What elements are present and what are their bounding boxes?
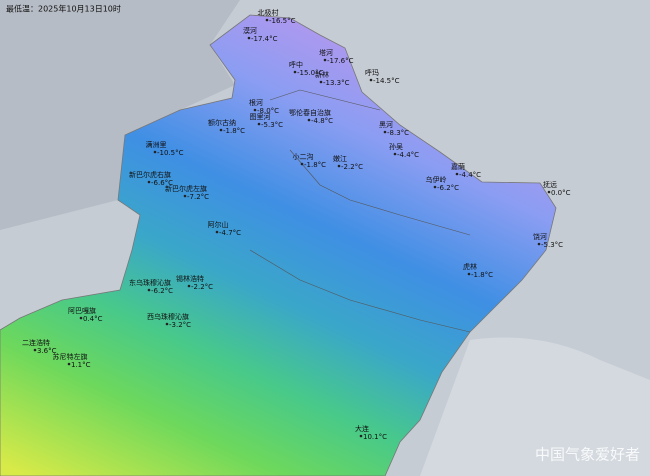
station-name: 虎林: [463, 262, 477, 271]
station-name: 阿巴嘎旗: [68, 306, 96, 315]
station-name: 新巴尔虎左旗: [165, 184, 207, 193]
station-temp: -13.3°C: [323, 79, 350, 87]
station-dot: [33, 348, 37, 352]
station-dot: [219, 128, 223, 132]
station-name: 东乌珠穆沁旗: [129, 278, 171, 287]
station-name: 满洲里: [146, 140, 167, 149]
station-dot: [67, 362, 71, 366]
station-name: 塔河: [319, 48, 333, 57]
station-name: 锡林浩特: [176, 274, 204, 283]
station-dot: [323, 58, 327, 62]
station-dot: [307, 118, 311, 122]
station-name: 抚远: [543, 180, 557, 189]
station-temp: -5.3°C: [261, 121, 283, 129]
station-dot: [537, 242, 541, 246]
station-temp: 0.0°C: [551, 189, 571, 197]
station-temp: -3.2°C: [169, 321, 191, 329]
station-temp: -1.8°C: [471, 271, 493, 279]
station-temp: -16.5°C: [269, 17, 296, 25]
station-dot: [183, 194, 187, 198]
station-name: 新巴尔虎右旗: [129, 170, 171, 179]
station-temp: -2.2°C: [191, 283, 213, 291]
station-name: 乌伊岭: [426, 175, 447, 184]
station-name: 阿尔山: [208, 220, 229, 229]
station-name: 漠河: [243, 26, 257, 35]
station-name: 根河: [249, 98, 263, 107]
station-name: 二连浩特: [22, 338, 50, 347]
station-name: 北极村: [258, 8, 279, 17]
station-name: 黑河: [379, 121, 393, 129]
station-name: 嫩江: [333, 154, 347, 163]
map-title: 最低温：2025年10月13日10时: [6, 4, 121, 14]
station-name: 大连: [355, 424, 369, 433]
station-name: 新林: [315, 70, 329, 79]
station-dot: [147, 180, 151, 184]
station-name: 孙吴: [389, 142, 403, 151]
station-dot: [455, 172, 459, 176]
station-dot: [79, 316, 83, 320]
station-dot: [319, 80, 323, 84]
station-temp: -14.5°C: [373, 77, 400, 85]
station-temp: -17.6°C: [327, 57, 354, 65]
station-name: 嘉荫: [451, 162, 465, 171]
station-dot: [147, 288, 151, 292]
station-temp: -15.0°C: [297, 69, 324, 77]
station-dot: [247, 36, 251, 40]
station-temp: -2.2°C: [341, 163, 363, 171]
province-borders: [249, 89, 471, 333]
station-dot: [187, 284, 191, 288]
station-dot: [369, 78, 373, 82]
station-name: 小二沟: [293, 152, 314, 161]
station-name: 额尔古纳: [208, 118, 236, 127]
station-temp: -7.2°C: [187, 193, 209, 201]
foreign-land: [0, 0, 240, 230]
station-dot: [300, 162, 304, 166]
station-dot: [153, 150, 157, 154]
station-name: 图里河: [250, 113, 271, 121]
station-temp: 3.6°C: [37, 347, 57, 355]
station-name: 鄂伦春自治旗: [289, 108, 331, 117]
station-temp: 1.1°C: [71, 361, 91, 369]
station-dot: [393, 152, 397, 156]
station-name: 西乌珠穆沁旗: [147, 312, 189, 321]
station-dot: [337, 164, 341, 168]
station-temp: -10.5°C: [157, 149, 184, 157]
station-dot: [467, 272, 471, 276]
station-dot: [253, 108, 257, 112]
station-temp: -8.0°C: [257, 107, 279, 115]
station-temp: -8.3°C: [387, 129, 409, 137]
station-temp: -6.2°C: [151, 287, 173, 295]
station-dot: [265, 18, 269, 22]
station-name: 呼玛: [365, 68, 379, 77]
station-temp: 0.4°C: [83, 315, 103, 323]
station-temp: -5.3°C: [541, 241, 563, 249]
station-dot: [359, 434, 363, 438]
station-temp: -17.4°C: [251, 35, 278, 43]
station-temp: -1.8°C: [304, 161, 326, 169]
station-temp: -4.4°C: [459, 171, 481, 179]
stations: 北极村-16.5°C漠河-17.4°C塔河-17.6°C呼中-15.0°C新林-…: [22, 8, 571, 441]
station-dot: [383, 130, 387, 134]
station-temp: -4.7°C: [219, 229, 241, 237]
station-name: 饶河: [533, 232, 547, 241]
station-dot: [257, 122, 261, 126]
temperature-field: [0, 14, 557, 476]
sea: [420, 337, 650, 476]
station-temp: -4.8°C: [311, 117, 333, 125]
station-temp: -4.4°C: [397, 151, 419, 159]
station-temp: -6.6°C: [151, 179, 173, 187]
station-dot: [215, 230, 219, 234]
station-temp: -1.8°C: [223, 127, 245, 135]
station-temp: 10.1°C: [363, 433, 387, 441]
station-name: 呼中: [289, 60, 303, 69]
station-dot: [547, 190, 551, 194]
station-temp: -6.2°C: [437, 184, 459, 192]
station-dot: [293, 70, 297, 74]
watermark: 中国气象爱好者: [535, 446, 640, 464]
station-dot: [433, 185, 437, 189]
station-name: 苏尼特左旗: [53, 352, 88, 361]
station-dot: [165, 322, 169, 326]
